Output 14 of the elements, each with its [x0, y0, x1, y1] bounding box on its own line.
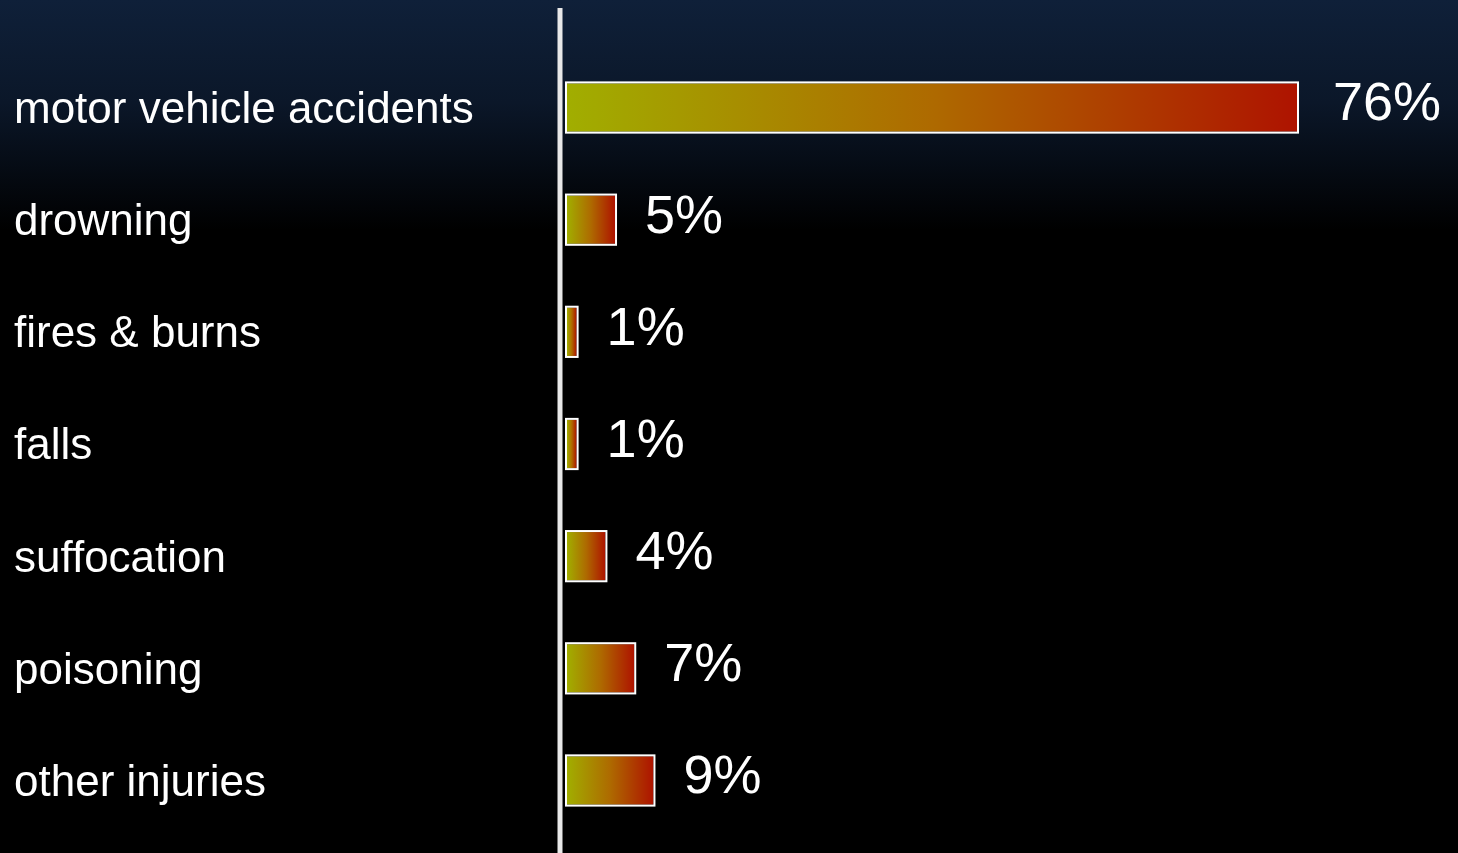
y-tick-label: falls [14, 419, 93, 469]
data-label: 9% [683, 744, 762, 805]
y-tick-label: other injuries [14, 755, 266, 805]
data-label: 1% [606, 295, 685, 356]
y-tick-label: fires & burns [14, 307, 261, 357]
data-label: 7% [664, 632, 743, 693]
data-label: 5% [645, 183, 724, 244]
y-tick-label: suffocation [14, 531, 227, 581]
y-tick-label: motor vehicle accidents [14, 82, 474, 132]
data-label: 76% [1333, 71, 1442, 132]
data-label: 4% [635, 520, 714, 581]
y-tick-label: drowning [14, 195, 193, 245]
data-label: 1% [606, 407, 685, 468]
y-tick-label: poisoning [14, 643, 203, 693]
